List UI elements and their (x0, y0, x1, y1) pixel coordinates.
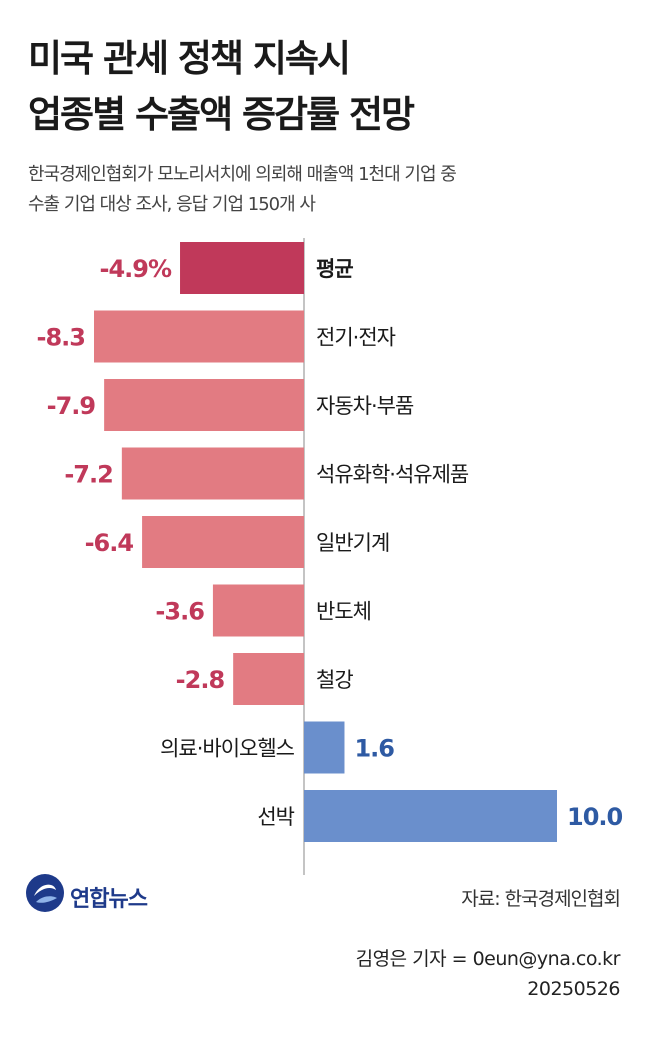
yonhap-logo-icon (26, 874, 64, 912)
category-label-4: 일반기계 (316, 531, 389, 555)
value-label-2: -7.9 (47, 392, 96, 420)
bar-0 (180, 242, 304, 294)
value-label-5: -3.6 (155, 598, 204, 626)
category-label-1: 전기·전자 (316, 326, 396, 350)
category-label-8: 선박 (257, 805, 294, 829)
subtitle-line-2: 수출 기업 대상 조사, 응답 기업 150개 사 (28, 194, 316, 215)
category-label-0: 평균 (316, 257, 353, 281)
bar-1 (94, 310, 304, 363)
credit-reporter: 김영은 기자 = 0eun@yna.co.kr (355, 948, 621, 970)
category-label-3: 석유화학·석유제품 (316, 463, 469, 487)
title-line-2: 업종별 수출액 증감률 전망 (28, 93, 415, 136)
bar-2 (104, 379, 304, 431)
bar-7 (304, 721, 345, 774)
value-label-4: -6.4 (85, 529, 134, 557)
category-label-2: 자동차·부품 (316, 394, 414, 418)
category-label-6: 철강 (316, 668, 353, 692)
bar-8 (304, 790, 557, 842)
subtitle-line-1: 한국경제인협회가 모노리서치에 의뢰해 매출액 1천대 기업 중 (28, 164, 457, 185)
credit-date: 20250526 (527, 978, 620, 1000)
source-label: 자료: 한국경제인협회 (461, 888, 621, 910)
title-line-1: 미국 관세 정책 지속시 (28, 37, 351, 80)
credit: 김영은 기자 = 0eun@yna.co.kr 20250526 (355, 944, 621, 1004)
value-label-0: -4.9% (99, 255, 171, 283)
bar-3 (121, 447, 304, 500)
value-label-7: 1.6 (354, 735, 394, 763)
category-label-7: 의료·바이오헬스 (160, 737, 295, 761)
bar-6 (233, 653, 304, 705)
bar-5 (212, 584, 304, 637)
value-label-8: 10.0 (567, 803, 623, 831)
value-label-3: -7.2 (64, 461, 112, 489)
category-label-5: 반도체 (316, 600, 371, 624)
bar-chart: -4.9% 평균 -8.3 전기·전자 -7.9 자동차·부품 -7.2 석유화학·석유제품 -… (37, 238, 624, 875)
logo-text: 연합뉴스 (70, 887, 148, 912)
value-label-1: -8.3 (37, 324, 85, 352)
value-label-6: -2.8 (176, 666, 225, 694)
bar-4 (142, 516, 304, 568)
